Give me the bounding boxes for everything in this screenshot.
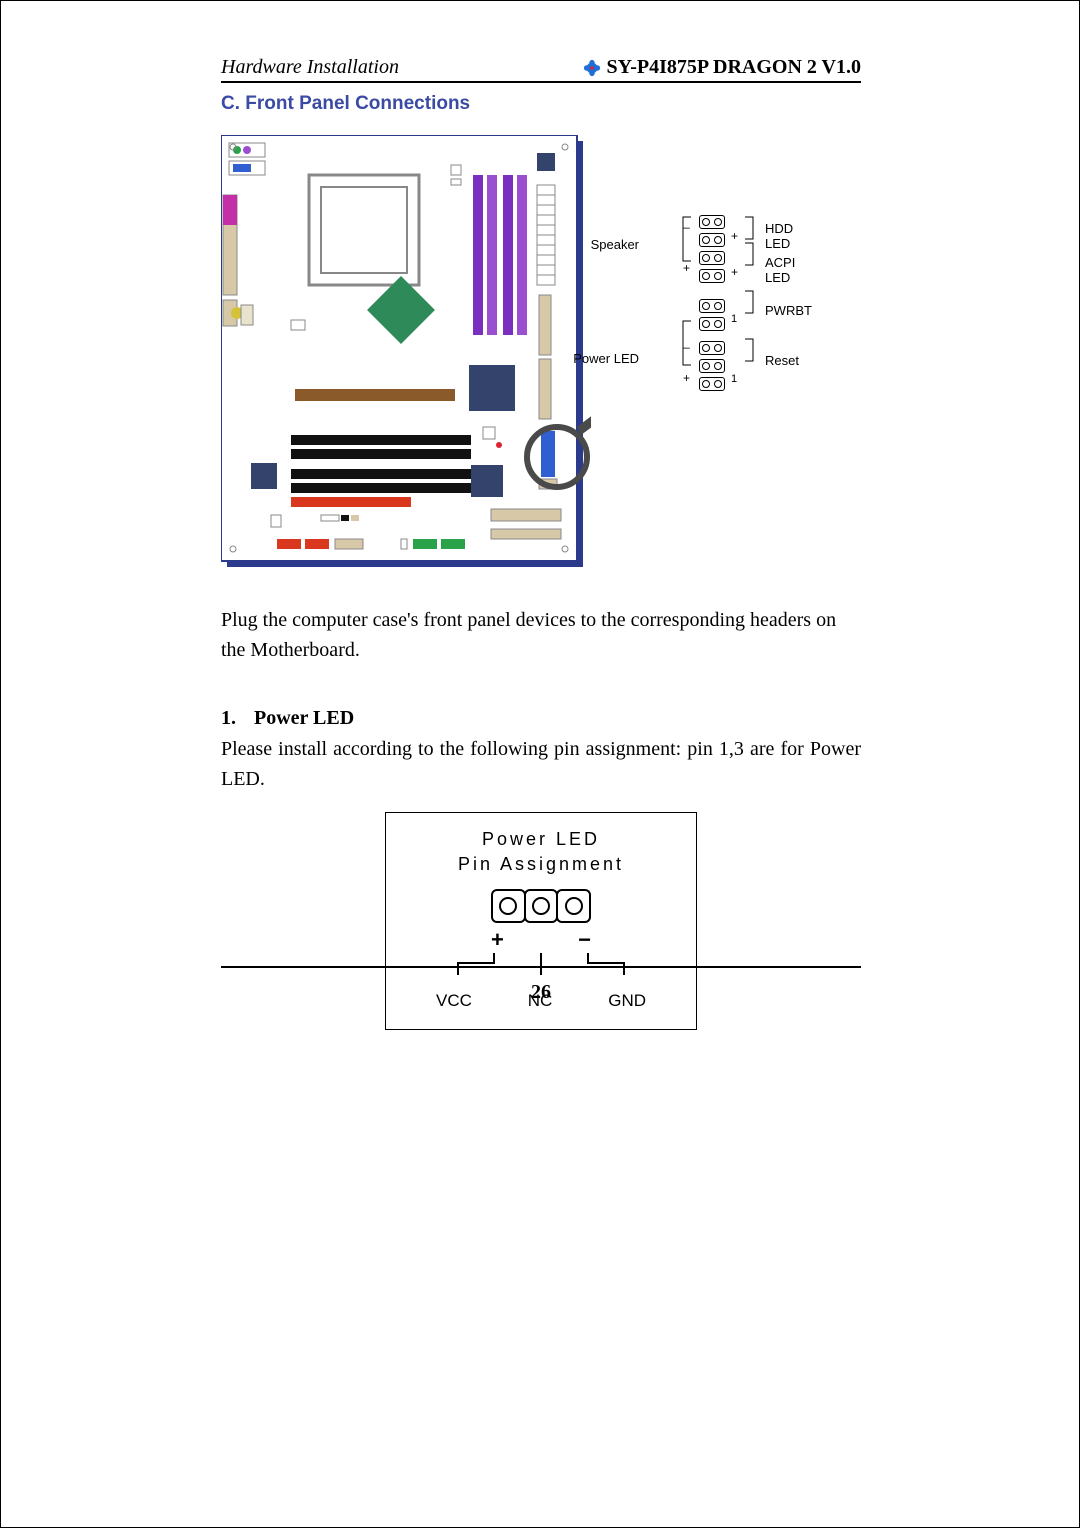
label-pwrbt: PWRBT: [765, 303, 812, 318]
content-column: Hardware Installation SY-P4I875P DRAGON …: [221, 56, 861, 1030]
subsection-heading: 1. Power LED: [221, 707, 861, 730]
label-power-led: Power LED: [559, 351, 639, 366]
page-header: Hardware Installation SY-P4I875P DRAGON …: [221, 56, 861, 83]
label-speaker: Speaker: [579, 237, 639, 252]
page: Hardware Installation SY-P4I875P DRAGON …: [0, 0, 1080, 1528]
pinbox-title-line1: Power LED: [482, 829, 600, 849]
motherboard-diagram-icon: [221, 135, 591, 575]
subsection-number: 1.: [221, 707, 249, 730]
header-right: SY-P4I875P DRAGON 2 V1.0: [583, 56, 861, 79]
polarity-plus: +: [491, 927, 504, 953]
footer-rule: [221, 966, 861, 968]
three-pin-icon: [491, 889, 591, 923]
pinbox-title: Power LED Pin Assignment: [396, 827, 686, 877]
header-left: Hardware Installation: [221, 56, 399, 79]
subsection-paragraph: Please install according to the followin…: [221, 734, 861, 794]
polarity-row: + −: [491, 927, 591, 953]
header-model: SY-P4I875P DRAGON 2 V1.0: [607, 56, 861, 79]
page-number: 26: [1, 981, 1080, 1004]
motherboard-figure: _ + _ + + + 1 1 Speaker Power LED HDD LE…: [221, 135, 861, 585]
label-reset: Reset: [765, 353, 799, 368]
polarity-minus: −: [578, 927, 591, 953]
pinbox-title-line2: Pin Assignment: [458, 854, 624, 874]
intro-paragraph: Plug the computer case's front panel dev…: [221, 605, 861, 665]
subsection-title: Power LED: [254, 707, 354, 729]
label-hdd-led: HDD LED: [765, 221, 793, 251]
label-acpi-led: ACPI LED: [765, 255, 795, 285]
section-title: C. Front Panel Connections: [221, 93, 861, 115]
soyo-logo-icon: [583, 59, 601, 77]
